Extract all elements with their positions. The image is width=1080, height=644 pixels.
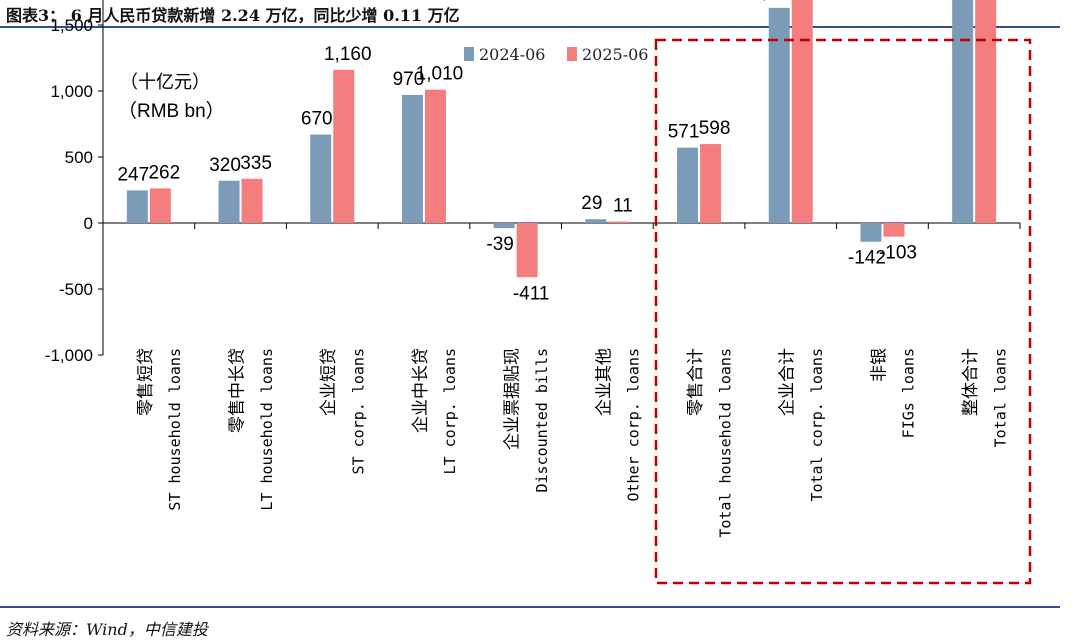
y-tick-label: 1,000	[50, 82, 93, 101]
unit-label-en: （RMB bn）	[118, 100, 225, 122]
data-label-2024-06: 29	[581, 193, 602, 214]
bar-2024-06	[310, 134, 332, 223]
category-label-en: ST corp. loans	[350, 348, 368, 474]
source-note: 资料来源：Wind，中信建投	[6, 620, 208, 639]
category-label-cn: 企业其他	[594, 348, 614, 416]
bar-2025-06	[608, 221, 630, 223]
legend-label: 2025-06	[582, 45, 648, 64]
chart-title: 图表3： 6 月人民币贷款新增 2.24 万亿，同比少增 0.11 万亿	[6, 6, 460, 25]
category-label-cn: 整体合计	[961, 348, 981, 416]
bar-2025-06	[700, 144, 722, 223]
data-label-2024-06: 1,630	[751, 0, 799, 3]
bar-2025-06	[791, 0, 813, 223]
bar-2024-06	[401, 94, 423, 224]
data-label-2024-06: -39	[486, 234, 513, 255]
category-label-en: Total corp. loans	[808, 348, 826, 502]
legend-label: 2024-06	[479, 45, 545, 64]
y-tick-label: 0	[84, 214, 93, 233]
top-rule	[0, 26, 1060, 28]
category-label-cn: 企业中长贷	[411, 348, 431, 433]
data-label-2024-06: 670	[301, 109, 333, 130]
category-label-en: Discounted bills	[533, 348, 551, 493]
data-label-2025-06: 335	[240, 153, 272, 174]
data-label-2025-06: 598	[699, 118, 731, 139]
bar-2024-06	[585, 219, 607, 223]
bar-2025-06	[241, 178, 263, 223]
bar-2025-06	[883, 223, 905, 237]
data-label-2025-06: 262	[148, 162, 180, 183]
data-label-2025-06: 1,160	[324, 44, 372, 65]
category-label-en: LT corp. loans	[441, 348, 459, 474]
category-label-en: LT household loans	[258, 348, 276, 511]
category-label-cn: 非银	[869, 348, 889, 382]
legend-swatch	[567, 47, 577, 61]
category-label-en: Total household loans	[716, 348, 734, 538]
bar-2025-06	[424, 89, 446, 224]
data-label-2025-06: -103	[879, 243, 917, 264]
bar-2024-06	[768, 7, 790, 224]
category-label-cn: 零售短贷	[136, 348, 156, 416]
bar-2024-06	[493, 223, 515, 229]
category-label-cn: 企业合计	[778, 348, 798, 416]
y-tick-label: 500	[65, 148, 93, 167]
y-tick-label: -500	[59, 280, 93, 299]
category-label-cn: 企业短贷	[319, 348, 339, 416]
category-label-en: ST household loans	[166, 348, 184, 511]
bottom-rule	[0, 606, 1060, 608]
bar-2024-06	[677, 147, 699, 223]
category-label-en: FIGs loans	[900, 348, 918, 438]
bar-2025-06	[516, 223, 538, 278]
category-label-cn: 企业票据贴现	[503, 348, 523, 450]
data-label-2025-06: 1,010	[416, 64, 464, 85]
bar-2025-06	[975, 0, 997, 223]
legend-swatch	[464, 47, 474, 61]
bar-2024-06	[860, 223, 882, 242]
data-label-2025-06: -411	[513, 283, 550, 304]
unit-label-cn: （十亿元）	[120, 72, 210, 93]
category-label-en: Other corp. loans	[625, 348, 643, 502]
data-label-2024-06: 320	[209, 155, 241, 176]
y-tick-label: 1,500	[50, 16, 93, 35]
category-label-cn: 零售合计	[686, 348, 706, 416]
bar-2024-06	[952, 0, 974, 224]
data-label-2025-06: 11	[613, 196, 633, 217]
data-label-2024-06: -142	[848, 248, 886, 269]
data-label-2024-06: 571	[668, 122, 700, 143]
category-label-cn: 零售中长贷	[228, 348, 248, 433]
bar-2024-06	[218, 180, 240, 223]
data-label-2024-06: 247	[117, 164, 149, 185]
bar-2025-06	[333, 69, 355, 223]
data-label-2024-06: 970	[393, 69, 425, 90]
y-tick-label: -1,000	[45, 346, 93, 365]
bar-2025-06	[149, 188, 171, 223]
category-label-en: Total loans	[991, 348, 1009, 447]
highlight-box	[654, 38, 1032, 585]
bar-2024-06	[126, 190, 148, 223]
